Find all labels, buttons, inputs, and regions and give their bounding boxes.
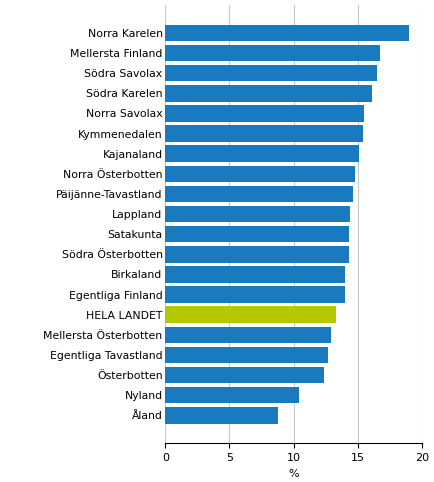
Bar [165,266,344,282]
Bar [165,85,371,102]
Bar [165,286,344,303]
X-axis label: %: % [288,469,298,479]
Bar [165,65,376,81]
Bar [165,166,355,182]
Bar [165,347,328,363]
Bar [165,146,358,162]
Bar [165,367,324,383]
Bar [165,125,362,142]
Bar [165,226,348,242]
Bar [165,246,348,263]
Bar [165,105,363,122]
Bar [165,407,278,424]
Bar [165,45,379,61]
Bar [165,186,352,202]
Bar [165,25,408,41]
Bar [165,387,298,403]
Bar [165,206,349,222]
Bar [165,307,335,323]
Bar [165,326,330,343]
